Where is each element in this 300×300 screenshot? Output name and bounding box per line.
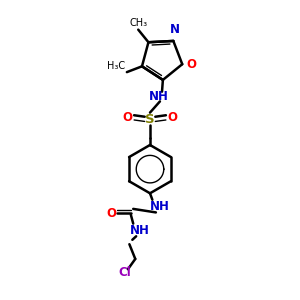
- Text: O: O: [106, 207, 116, 220]
- Text: S: S: [145, 112, 155, 126]
- Text: NH: NH: [149, 200, 170, 213]
- Text: NH: NH: [130, 224, 150, 237]
- Text: O: O: [168, 111, 178, 124]
- Text: H₃C: H₃C: [107, 61, 125, 71]
- Text: NH: NH: [148, 90, 168, 103]
- Text: O: O: [187, 58, 197, 71]
- Text: CH₃: CH₃: [129, 18, 147, 28]
- Text: N: N: [170, 22, 180, 36]
- Text: O: O: [122, 111, 132, 124]
- Text: Cl: Cl: [118, 266, 131, 279]
